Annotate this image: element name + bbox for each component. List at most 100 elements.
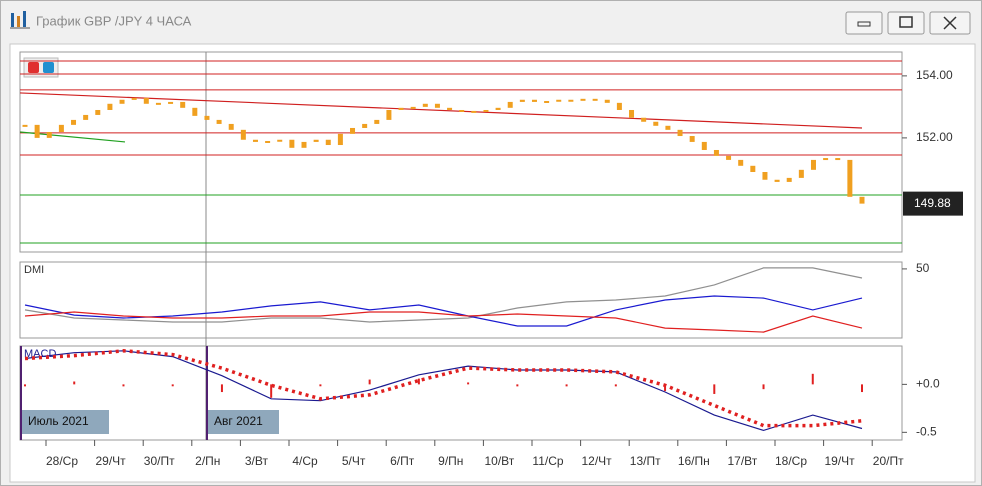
candle (95, 109, 101, 115)
x-tick-label: 13/Пт (630, 454, 661, 468)
candle (580, 98, 586, 101)
candle (313, 139, 319, 142)
candle (774, 179, 780, 182)
app-icon (10, 11, 30, 29)
candle (835, 158, 841, 161)
candle (22, 124, 28, 127)
period-marker: Июль 2021 (20, 346, 109, 440)
candle (216, 119, 222, 124)
window-title: График GBP /JPY 4 ЧАСА (36, 13, 192, 28)
candle (325, 139, 331, 146)
candle (653, 121, 659, 126)
candle (701, 141, 707, 150)
signal-line (24, 349, 863, 428)
period-label: Июль 2021 (28, 414, 89, 428)
x-tick-label: 29/Чт (96, 454, 127, 468)
candle (556, 99, 562, 102)
candle (374, 119, 380, 124)
candle (689, 136, 695, 142)
x-tick-label: 17/Вт (728, 454, 758, 468)
candle (301, 141, 307, 148)
indicator-line (24, 267, 863, 323)
candle (398, 107, 404, 110)
indicator-line (24, 295, 863, 327)
candle (240, 129, 246, 140)
candle (641, 117, 647, 122)
candle (507, 101, 513, 108)
candle (677, 129, 683, 137)
candle (350, 127, 356, 134)
candle (422, 103, 428, 107)
candle (531, 99, 537, 102)
candle (726, 155, 732, 160)
x-tick-label: 28/Ср (46, 454, 78, 468)
candle (83, 114, 89, 120)
x-tick-label: 2/Пн (195, 454, 220, 468)
y-tick-label: +0.0 (916, 377, 940, 391)
candle (192, 107, 198, 116)
candle (568, 99, 574, 102)
candle (544, 100, 550, 103)
candle (46, 132, 52, 138)
x-tick-label: 12/Чт (582, 454, 613, 468)
x-tick-label: 5/Чт (342, 454, 366, 468)
candle (252, 139, 258, 142)
candle (604, 99, 610, 103)
candle (337, 133, 343, 146)
indicator-line (24, 311, 863, 333)
candle (447, 107, 453, 110)
current-price: 149.88 (914, 196, 951, 210)
candle (71, 119, 77, 125)
minimize-button[interactable] (845, 11, 883, 35)
candle (823, 158, 829, 161)
y-tick-label: 154.00 (916, 68, 953, 82)
candle (155, 102, 161, 105)
candle (762, 172, 768, 180)
candle (228, 123, 234, 130)
dmi-panel (19, 261, 903, 339)
period-label: Авг 2021 (214, 414, 263, 428)
candle (471, 110, 477, 113)
candle (434, 103, 440, 108)
macd-panel (19, 345, 903, 441)
x-tick-label: 3/Вт (245, 454, 269, 468)
candle (713, 149, 719, 156)
candle (495, 107, 501, 110)
candle (289, 139, 295, 148)
candle (859, 196, 865, 204)
candle (204, 115, 210, 120)
candle (665, 125, 671, 130)
candle (616, 102, 622, 110)
candle (131, 97, 137, 100)
price-label-box (903, 191, 963, 216)
candle (459, 109, 465, 112)
candle (386, 109, 392, 120)
trend-line (19, 92, 863, 129)
period-marker: Авг 2021 (206, 346, 279, 440)
y-tick-label: 50 (916, 261, 930, 275)
candle (483, 109, 489, 112)
candle (810, 159, 816, 170)
candle (592, 98, 598, 101)
y-tick-label: 152.00 (916, 130, 953, 144)
candle (277, 139, 283, 142)
close-button[interactable] (929, 11, 971, 35)
maximize-button[interactable] (887, 11, 925, 35)
y-tick-label: -0.5 (916, 424, 937, 438)
candle (629, 109, 635, 118)
x-tick-label: 16/Пн (678, 454, 710, 468)
candle (519, 99, 525, 102)
candle (738, 159, 744, 166)
x-tick-label: 20/Пт (873, 454, 904, 468)
color-toggle[interactable] (23, 57, 59, 78)
candle (750, 165, 756, 172)
candle (34, 124, 40, 138)
x-tick-label: 18/Ср (775, 454, 807, 468)
x-tick-label: 6/Пт (390, 454, 415, 468)
x-tick-label: 19/Чт (825, 454, 856, 468)
candle (180, 101, 186, 108)
candle (362, 123, 368, 128)
candle (410, 106, 416, 109)
